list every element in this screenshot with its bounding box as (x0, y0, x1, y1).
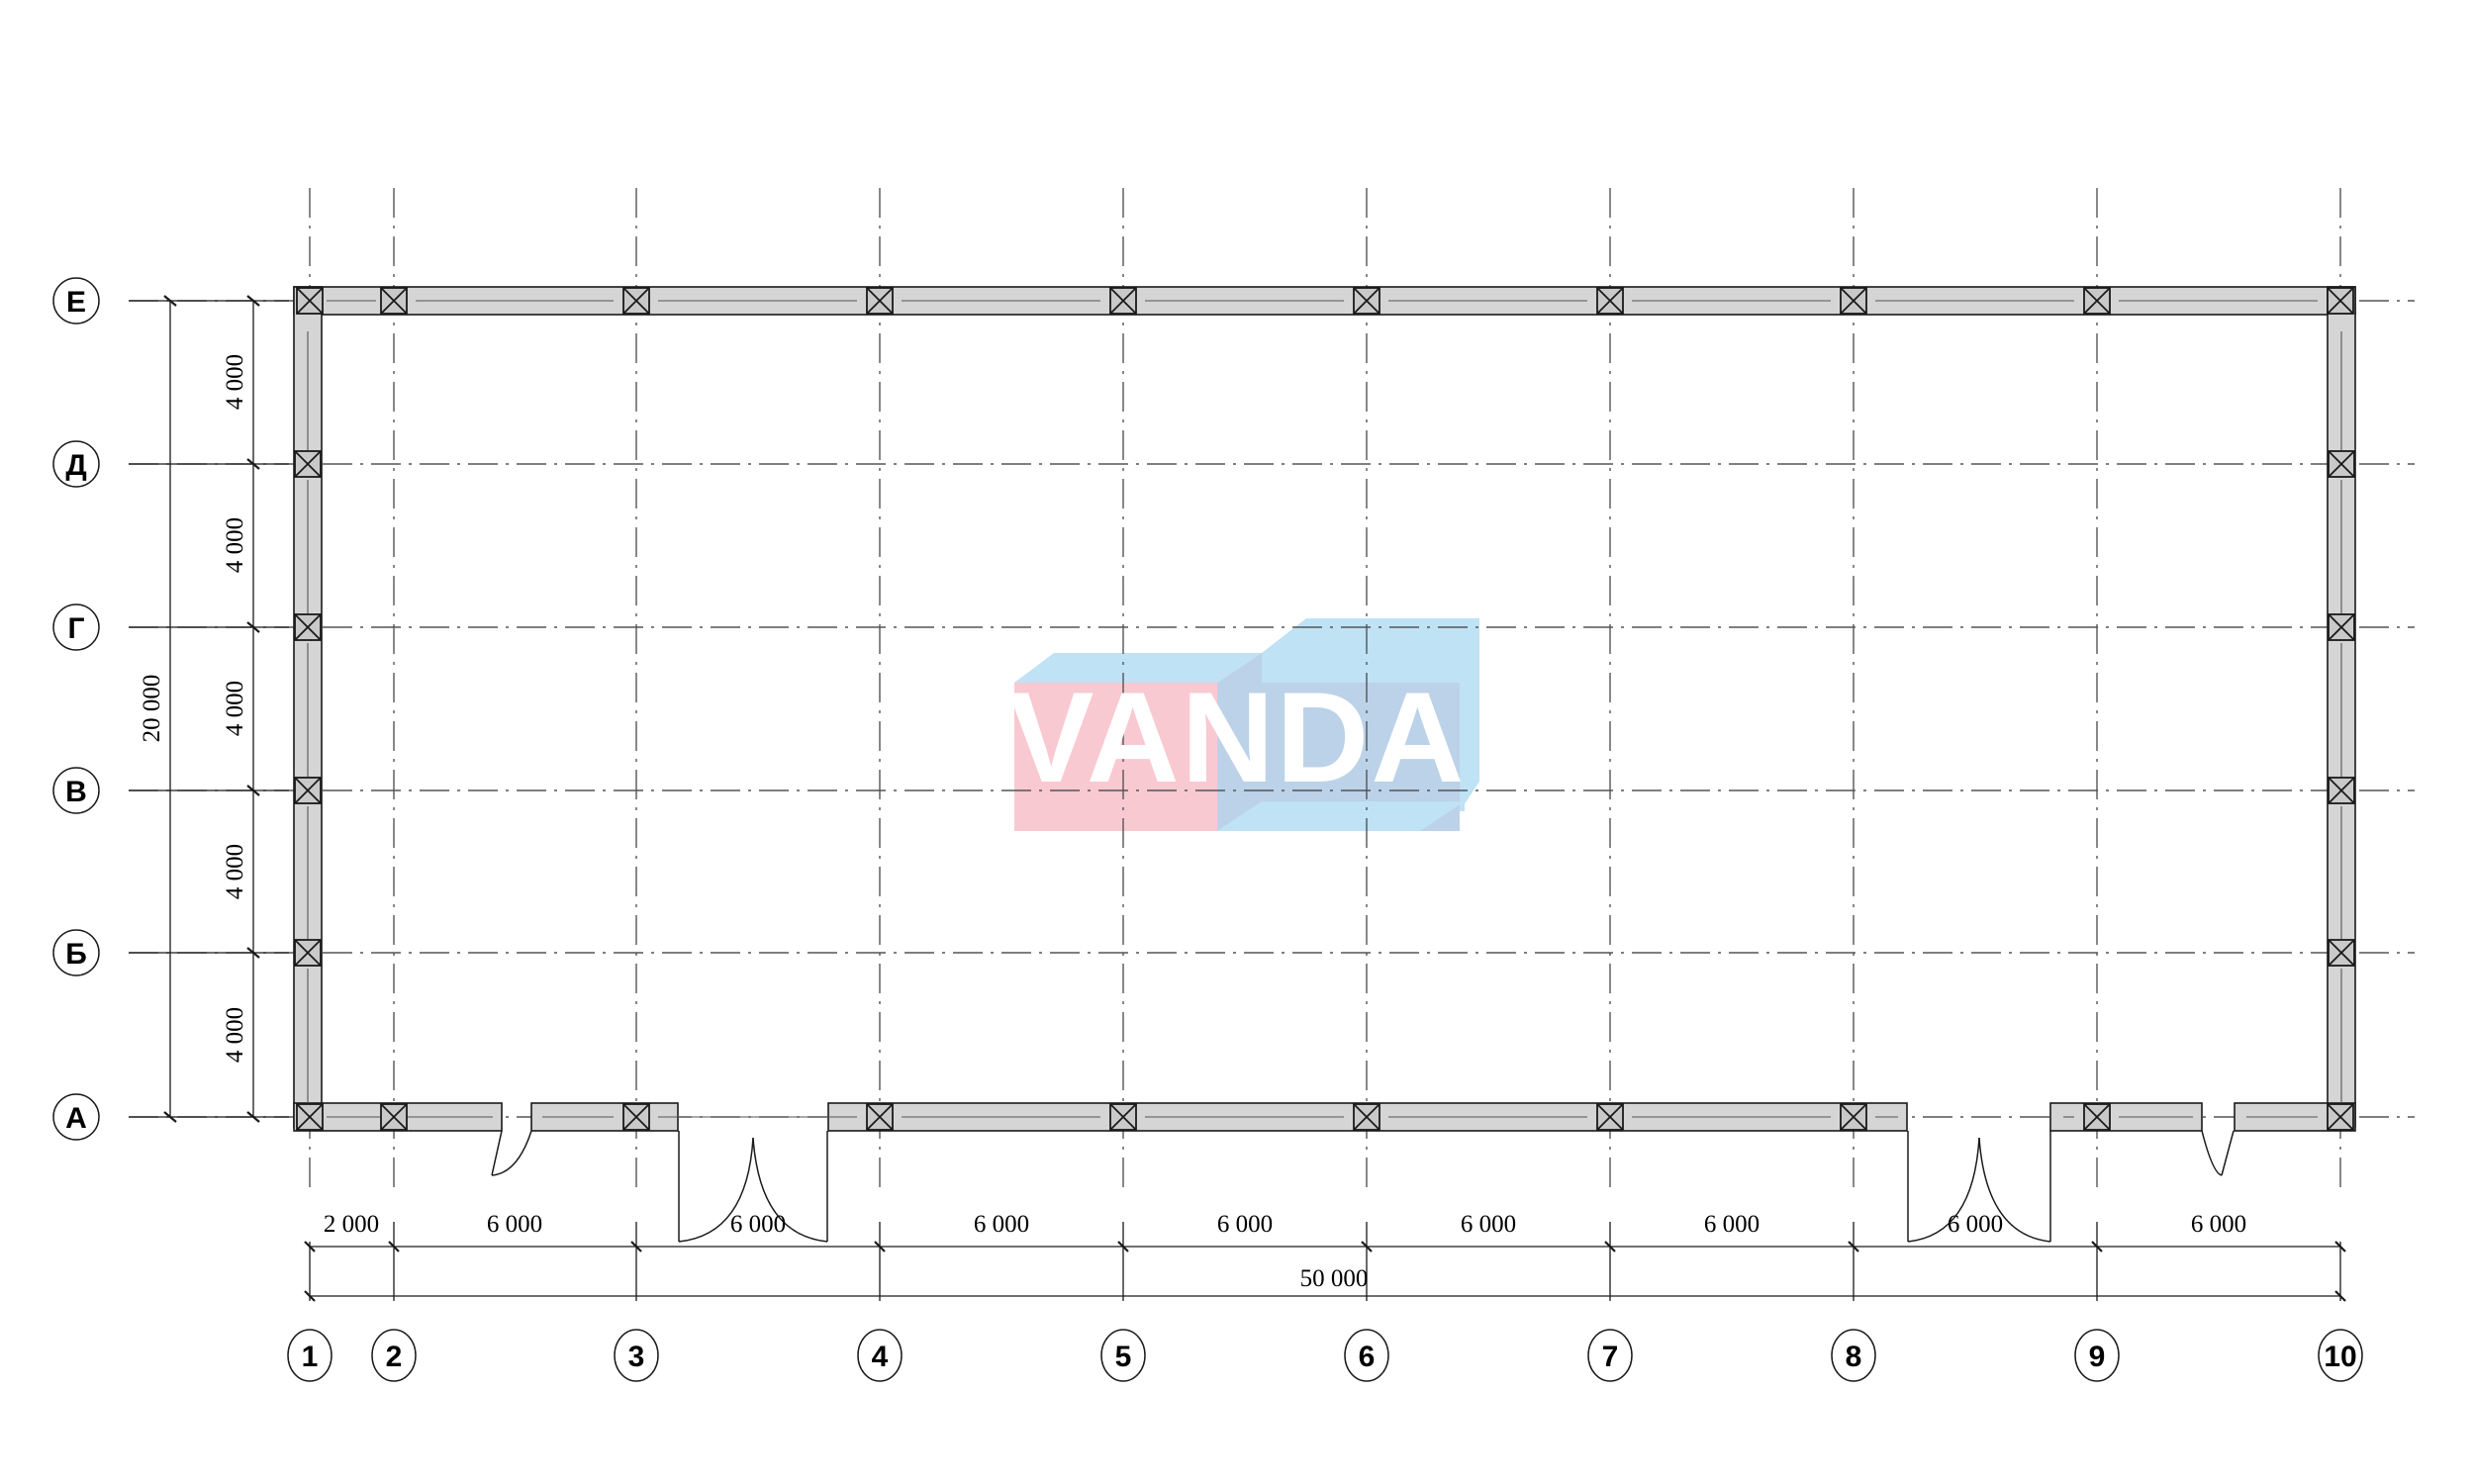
column (1596, 1103, 1624, 1131)
dim-label-v-4: 4 000 (222, 844, 248, 899)
axis-bubble-label: 7 (1602, 1341, 1619, 1373)
column (380, 287, 408, 315)
axis-bubble-E[interactable]: Е (52, 277, 100, 325)
watermark-text: VANDA (1008, 665, 1467, 809)
axis-bubble-label: 2 (386, 1341, 403, 1373)
column (294, 613, 322, 641)
axis-bubble-5[interactable]: 5 (1100, 1329, 1146, 1382)
dim-label-h-5: 6 000 (1217, 1211, 1273, 1238)
door-single-left (491, 1130, 532, 1176)
column (380, 1103, 408, 1131)
dim-label-h-2: 6 000 (487, 1211, 542, 1238)
door-single-right (2201, 1130, 2235, 1176)
column (1109, 1103, 1137, 1131)
axis-bubble-label: 8 (1846, 1341, 1862, 1373)
axis-bubble-label: 1 (302, 1341, 319, 1373)
axis-bubble-label: 6 (1359, 1341, 1376, 1373)
dim-label-v-2: 4 000 (222, 517, 248, 573)
door-double-right (1907, 1131, 2051, 1243)
axis-bubble-B[interactable]: Б (52, 929, 100, 976)
axis-bubble-label: Е (66, 286, 86, 319)
axis-bubble-1[interactable]: 1 (287, 1329, 333, 1382)
axis-bubble-label: 9 (2089, 1341, 2106, 1373)
column (294, 939, 322, 967)
column (622, 287, 650, 315)
dim-label-h-4: 6 000 (974, 1211, 1029, 1238)
axis-bubble-label: 3 (628, 1341, 645, 1373)
axis-bubble-G[interactable]: Г (52, 603, 100, 651)
axis-bubble-label: Д (65, 449, 86, 482)
dim-label-h-7: 6 000 (1704, 1211, 1760, 1238)
axis-bubble-label: А (65, 1102, 87, 1135)
column (2328, 613, 2355, 641)
column (294, 450, 322, 478)
column (2083, 1103, 2111, 1131)
axis-bubble-label: 10 (2324, 1341, 2356, 1373)
dim-label-h-9: 6 000 (2191, 1211, 2246, 1238)
column (1596, 287, 1624, 315)
doors (491, 1130, 2235, 1243)
axis-bubble-V[interactable]: В (52, 767, 100, 814)
column (866, 1103, 894, 1131)
axis-bubble-10[interactable]: 10 (2318, 1329, 2363, 1382)
column (2327, 1103, 2354, 1131)
dim-label-v-1: 4 000 (222, 354, 248, 410)
axis-bubble-label: Г (67, 612, 84, 645)
column (294, 777, 322, 804)
dim-label-h-3: 6 000 (730, 1211, 786, 1238)
left-dimension-labels: 4 000 4 000 4 000 4 000 4 000 20 000 (139, 354, 248, 1063)
left-dimension-chain (129, 295, 289, 1123)
door-double-left (678, 1131, 828, 1243)
column (1109, 287, 1137, 315)
axis-bubble-3[interactable]: 3 (614, 1329, 659, 1382)
dim-label-v-5: 4 000 (222, 1007, 248, 1063)
dim-label-h-total: 50 000 (1300, 1265, 1369, 1292)
dim-label-h-8: 6 000 (1948, 1211, 2003, 1238)
axis-bubble-6[interactable]: 6 (1344, 1329, 1389, 1382)
vertical-axis-bubbles: Е Д Г В Б А (52, 277, 100, 1141)
bottom-dimension-labels: 2 000 6 000 6 000 6 000 6 000 6 000 6 00… (324, 1211, 2246, 1292)
dim-label-v-3: 4 000 (222, 681, 248, 736)
axis-bubble-label: Б (65, 938, 87, 971)
axis-bubble-label: 5 (1115, 1341, 1132, 1373)
column (1840, 1103, 1867, 1131)
column (2327, 287, 2354, 315)
dim-label-h-6: 6 000 (1461, 1211, 1516, 1238)
dim-label-h-1: 2 000 (324, 1211, 379, 1238)
horizontal-axis-bubbles: 1 2 3 4 5 6 7 8 (287, 1329, 2363, 1382)
column (1840, 287, 1867, 315)
column (296, 1103, 324, 1131)
dim-label-v-total: 20 000 (139, 675, 165, 743)
bottom-dimension-chain (304, 1222, 2346, 1302)
axis-bubble-label: В (65, 776, 87, 808)
column (2083, 287, 2111, 315)
columns (294, 287, 2355, 1131)
axis-bubble-A[interactable]: А (52, 1093, 100, 1141)
column (2328, 777, 2355, 804)
axis-bubble-2[interactable]: 2 (371, 1329, 417, 1382)
column (296, 287, 324, 315)
column (866, 287, 894, 315)
axis-bubble-label: 4 (872, 1341, 889, 1373)
column (1353, 287, 1380, 315)
axis-bubble-9[interactable]: 9 (2074, 1329, 2120, 1382)
column (1353, 1103, 1380, 1131)
column (622, 1103, 650, 1131)
axis-bubble-4[interactable]: 4 (857, 1329, 903, 1382)
axis-bubble-8[interactable]: 8 (1831, 1329, 1876, 1382)
column (2328, 450, 2355, 478)
axis-bubble-D[interactable]: Д (52, 440, 100, 488)
axis-bubble-7[interactable]: 7 (1587, 1329, 1633, 1382)
column (2328, 939, 2355, 967)
